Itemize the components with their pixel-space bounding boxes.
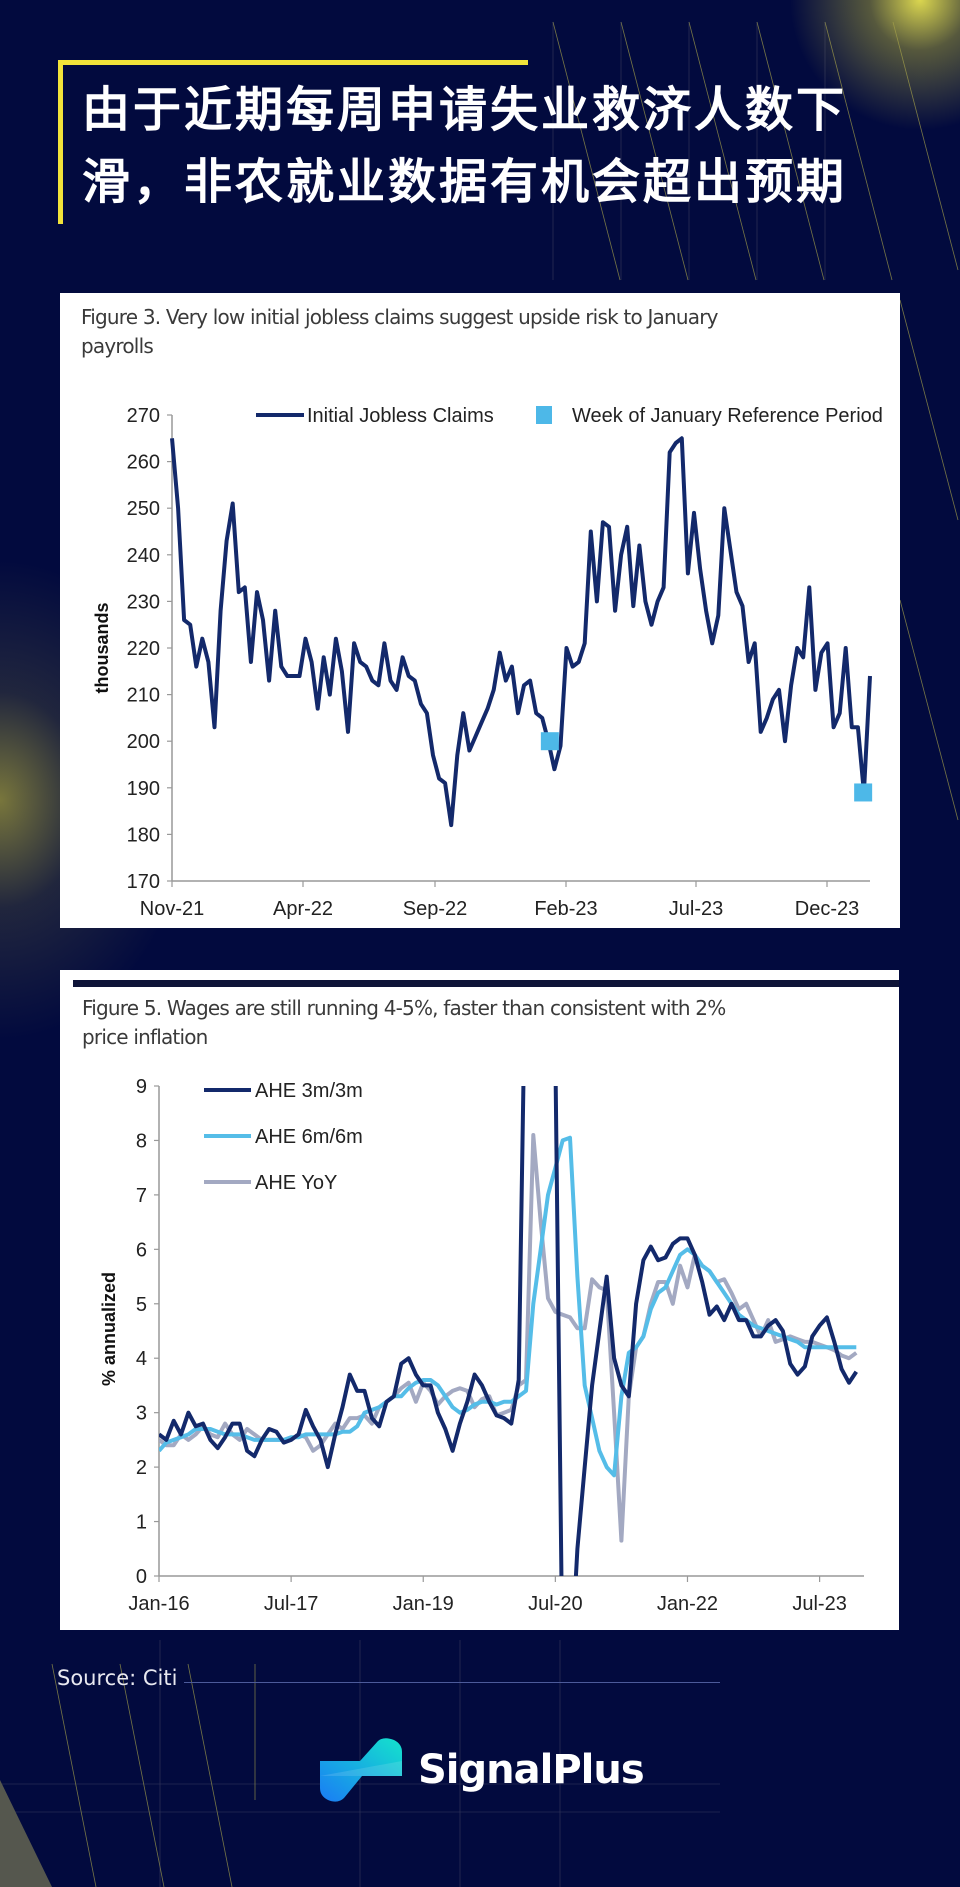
x-tick-label: Jul-17 bbox=[264, 1593, 318, 1615]
legend-label: AHE YoY bbox=[255, 1172, 337, 1194]
series-line-ahe-yoy bbox=[159, 1133, 858, 1543]
background-glow bbox=[560, 0, 960, 220]
y-tick-label: 250 bbox=[127, 498, 160, 520]
y-tick-label: 3 bbox=[136, 1403, 147, 1425]
x-tick-label: Apr-22 bbox=[273, 898, 333, 920]
title-accent-bar bbox=[58, 60, 528, 65]
y-tick-label: 270 bbox=[127, 405, 160, 427]
y-tick-label: 7 bbox=[136, 1185, 147, 1207]
reference-period-marker bbox=[540, 732, 559, 751]
x-tick-label: Jul-20 bbox=[528, 1593, 582, 1615]
signalplus-logo-icon bbox=[320, 1738, 402, 1802]
x-tick-label: Sep-22 bbox=[403, 898, 468, 920]
x-tick-label: Dec-23 bbox=[795, 898, 859, 920]
brand-name: SignalPlus bbox=[418, 1747, 645, 1793]
y-axis-label: thousands bbox=[92, 602, 112, 693]
title-accent-bar bbox=[58, 60, 63, 224]
chart-title-line: Figure 5. Wages are still running 4-5%, … bbox=[82, 996, 726, 1020]
y-tick-label: 2 bbox=[136, 1457, 147, 1479]
y-tick-label: 5 bbox=[136, 1294, 147, 1316]
y-tick-label: 8 bbox=[136, 1130, 147, 1152]
y-tick-label: 1 bbox=[136, 1512, 147, 1534]
chart-title-line: payrolls bbox=[81, 334, 154, 358]
chart-title: Figure 3. Very low initial jobless claim… bbox=[81, 303, 890, 361]
chart-title-line: price inflation bbox=[82, 1025, 208, 1049]
x-tick-label: Jan-16 bbox=[128, 1593, 189, 1615]
series-line-initial-jobless-claims bbox=[170, 436, 872, 828]
x-tick-label: Jul-23 bbox=[669, 898, 723, 920]
y-tick-label: 190 bbox=[127, 778, 160, 800]
page-title-line: 由于近期每周申请失业救济人数下 bbox=[82, 82, 848, 138]
legend-label: AHE 6m/6m bbox=[255, 1126, 363, 1148]
y-tick-label: 200 bbox=[127, 731, 160, 753]
y-tick-label: 9 bbox=[136, 1076, 147, 1098]
y-tick-label: 170 bbox=[127, 871, 160, 893]
x-tick-label: Jul-23 bbox=[792, 1593, 846, 1615]
page-title-line: 滑，非农就业数据有机会超出预期 bbox=[82, 154, 848, 210]
y-tick-label: 180 bbox=[127, 824, 160, 846]
x-tick-label: Feb-23 bbox=[534, 898, 597, 920]
chart-card-wages: Figure 5. Wages are still running 4-5%, … bbox=[60, 970, 899, 1630]
legend: Initial Jobless Claims Week of January R… bbox=[256, 405, 883, 427]
y-tick-label: 240 bbox=[127, 545, 160, 567]
y-tick-label: 6 bbox=[136, 1239, 147, 1261]
series-line-ahe-3m-3m bbox=[159, 1086, 858, 1576]
brand-logo: SignalPlus bbox=[320, 1738, 645, 1802]
legend-swatch-reference bbox=[536, 406, 552, 424]
legend-label: Initial Jobless Claims bbox=[307, 405, 494, 427]
y-axis-label: % annualized bbox=[99, 1272, 119, 1386]
chart-card-jobless-claims: Figure 3. Very low initial jobless claim… bbox=[60, 293, 900, 928]
y-tick-label: 4 bbox=[136, 1348, 147, 1370]
y-tick-label: 0 bbox=[136, 1566, 147, 1588]
source-note: Source: Citi bbox=[57, 1666, 178, 1690]
y-tick-label: 230 bbox=[127, 591, 160, 613]
chart-title-line: Figure 3. Very low initial jobless claim… bbox=[81, 305, 718, 329]
card-top-rule bbox=[73, 980, 899, 987]
series-line-ahe-6m-6m bbox=[159, 1135, 857, 1478]
legend: AHE 3m/3m AHE 6m/6m AHE YoY bbox=[204, 1080, 363, 1194]
y-tick-label: 260 bbox=[127, 452, 160, 474]
x-tick-label: Nov-21 bbox=[140, 898, 204, 920]
page-title: 由于近期每周申请失业救济人数下 滑，非农就业数据有机会超出预期 bbox=[82, 74, 942, 218]
legend-label: Week of January Reference Period bbox=[572, 405, 883, 427]
y-tick-label: 210 bbox=[127, 685, 160, 707]
x-tick-label: Jan-22 bbox=[657, 1593, 718, 1615]
chart-title: Figure 5. Wages are still running 4-5%, … bbox=[82, 994, 889, 1052]
x-tick-label: Jan-19 bbox=[393, 1593, 454, 1615]
reference-period-marker bbox=[854, 783, 873, 802]
legend-label: AHE 3m/3m bbox=[255, 1080, 363, 1102]
y-tick-label: 220 bbox=[127, 638, 160, 660]
divider bbox=[184, 1682, 720, 1683]
